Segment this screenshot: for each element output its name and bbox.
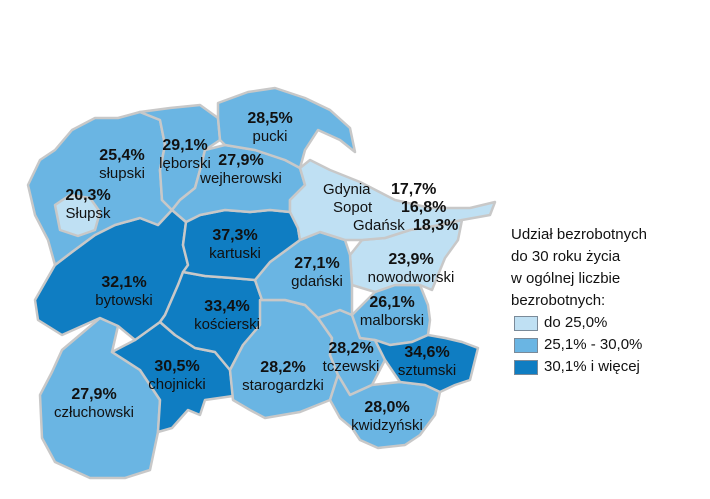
label-sztumski: 34,6% sztumski <box>398 344 456 380</box>
region-czluchowski[interactable] <box>38 316 162 480</box>
legend-title-line: bezrobotnych: <box>511 292 606 309</box>
label-pucki: 28,5% pucki <box>247 110 292 146</box>
name-malborski: malborski <box>359 312 425 329</box>
label-slupsk: 20,3% Słupsk <box>65 187 110 223</box>
label-starogardzki: 28,2% starogardzki <box>242 359 324 395</box>
value-sztumski: 34,6% <box>404 344 450 361</box>
label-nowodworski: 23,9% nowodworski <box>368 251 455 287</box>
legend: Udział bezrobotnych do 30 roku życia w o… <box>511 224 647 378</box>
name-czluchowski: człuchowski <box>53 404 135 421</box>
name-gdanski: gdański <box>291 273 343 290</box>
region-trojmiasto[interactable] <box>288 158 497 242</box>
legend-label-low: do 25,0% <box>544 314 608 331</box>
city-row-gdansk: Gdańsk 18,3% <box>323 217 458 235</box>
label-koscierski: 33,4% kościerski <box>194 298 260 334</box>
region-pucki[interactable] <box>216 86 357 170</box>
label-wejherowski: 27,9% wejherowski <box>200 152 282 188</box>
name-leborski: lęborski <box>159 155 211 172</box>
region-slupsk[interactable] <box>53 193 102 238</box>
region-gdanski[interactable] <box>253 230 354 320</box>
legend-title-line: w ogólnej liczbie <box>511 270 621 287</box>
legend-swatch-low <box>514 315 538 331</box>
name-slupsk: Słupsk <box>65 205 111 222</box>
label-leborski: 29,1% lęborski <box>159 137 211 173</box>
region-sztumski[interactable] <box>373 333 480 394</box>
value-tczewski: 28,2% <box>328 340 374 357</box>
legend-swatch-mid <box>514 337 538 353</box>
name-tczewski: tczewski <box>322 358 380 375</box>
legend-item-high: 30,1% i więcej <box>511 356 647 378</box>
label-bytowski: 32,1% bytowski <box>95 274 153 310</box>
legend-label-high: 30,1% i więcej <box>544 358 640 375</box>
value-pucki: 28,5% <box>247 110 293 127</box>
legend-item-mid: 25,1% - 30,0% <box>511 334 647 356</box>
value-starogardzki: 28,2% <box>260 359 306 376</box>
city-value-sopot: 16,8% <box>401 199 447 216</box>
label-chojnicki: 30,5% chojnicki <box>148 358 206 394</box>
tricity-labels: Gdynia 17,7% Sopot 16,8% Gdańsk 18,3% <box>323 181 458 235</box>
name-nowodworski: nowodworski <box>367 269 455 286</box>
city-name-gdansk: Gdańsk <box>353 217 405 234</box>
value-slupski: 25,4% <box>99 147 145 164</box>
city-row-sopot: Sopot 16,8% <box>323 199 458 217</box>
label-slupski: 25,4% słupski <box>99 147 145 183</box>
value-leborski: 29,1% <box>162 137 208 154</box>
value-kartuski: 37,3% <box>212 227 258 244</box>
name-wejherowski: wejherowski <box>200 170 282 187</box>
value-malborski: 26,1% <box>369 294 415 311</box>
name-starogardzki: starogardzki <box>242 377 324 394</box>
city-value-gdansk: 18,3% <box>413 217 459 234</box>
value-czluchowski: 27,9% <box>71 386 117 403</box>
legend-swatch-high <box>514 359 538 375</box>
legend-title-line: Udział bezrobotnych <box>511 226 647 243</box>
value-nowodworski: 23,9% <box>388 251 434 268</box>
label-gdanski: 27,1% gdański <box>291 255 343 291</box>
value-kwidzynski: 28,0% <box>364 399 410 416</box>
name-koscierski: kościerski <box>194 316 260 333</box>
legend-item-low: do 25,0% <box>511 312 647 334</box>
city-name-gdynia: Gdynia <box>323 181 371 198</box>
city-row-gdynia: Gdynia 17,7% <box>323 181 458 199</box>
value-chojnicki: 30,5% <box>154 358 200 375</box>
name-pucki: pucki <box>252 128 288 145</box>
legend-title-line: do 30 roku życia <box>511 248 621 265</box>
legend-label-mid: 25,1% - 30,0% <box>544 336 643 353</box>
name-chojnicki: chojnicki <box>148 376 206 393</box>
name-kwidzynski: kwidzyński <box>351 417 423 434</box>
city-value-gdynia: 17,7% <box>391 181 437 198</box>
label-kwidzynski: 28,0% kwidzyński <box>351 399 423 435</box>
label-tczewski: 28,2% tczewski <box>323 340 380 376</box>
value-koscierski: 33,4% <box>204 298 250 315</box>
value-bytowski: 32,1% <box>101 274 147 291</box>
value-wejherowski: 27,9% <box>218 152 264 169</box>
value-slupsk: 20,3% <box>65 187 111 204</box>
value-gdanski: 27,1% <box>294 255 340 272</box>
label-malborski: 26,1% malborski <box>360 294 424 330</box>
city-name-sopot: Sopot <box>333 199 373 216</box>
label-czluchowski: 27,9% człuchowski <box>54 386 134 422</box>
label-kartuski: 37,3% kartuski <box>209 227 261 263</box>
name-bytowski: bytowski <box>95 292 153 309</box>
name-sztumski: sztumski <box>397 362 457 379</box>
name-kartuski: kartuski <box>209 245 261 262</box>
name-slupski: słupski <box>99 165 145 182</box>
